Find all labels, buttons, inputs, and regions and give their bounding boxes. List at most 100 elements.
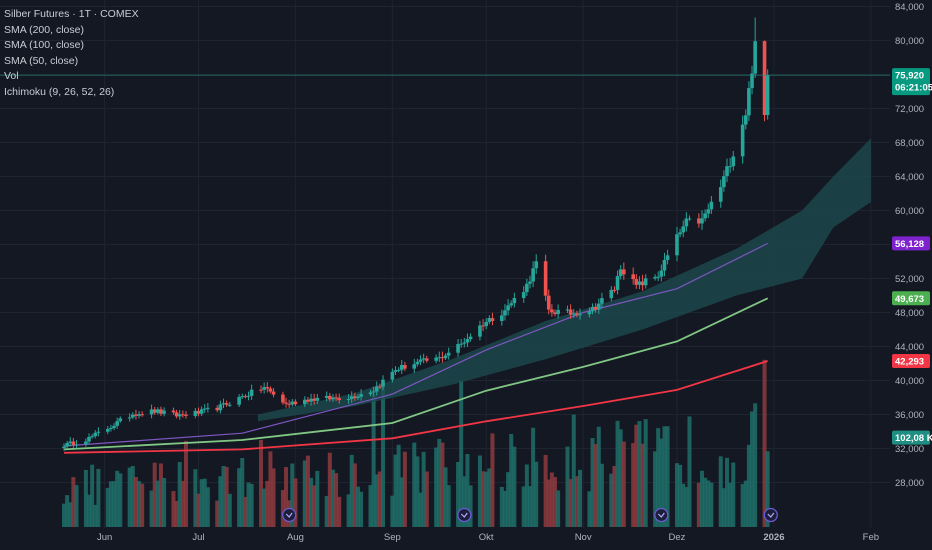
- volume-bar: [380, 383, 385, 527]
- volume-bar: [556, 490, 561, 527]
- volume-bar: [703, 477, 708, 527]
- sma200-tag: 42,293: [895, 357, 924, 368]
- event-marker-icon: [282, 507, 297, 523]
- volume-bar: [302, 460, 307, 527]
- x-tick-label: Nov: [575, 532, 592, 543]
- candle-body: [553, 312, 557, 315]
- volume-bar: [396, 444, 401, 527]
- volume-bar: [527, 486, 532, 527]
- volume-bar: [199, 479, 204, 527]
- candle-body: [393, 370, 398, 372]
- candle-body: [96, 431, 101, 433]
- candle-body: [509, 303, 514, 306]
- candle-body: [640, 281, 645, 286]
- candle-body: [324, 395, 329, 398]
- candle-body: [149, 409, 154, 415]
- candle-body: [174, 412, 179, 417]
- volume-bar: [90, 464, 95, 527]
- candle-body: [271, 391, 276, 395]
- volume-bar: [399, 477, 404, 527]
- volume-bar: [412, 442, 417, 527]
- volume-bar: [237, 468, 242, 527]
- candle-body: [565, 309, 570, 311]
- candle-body: [331, 397, 335, 400]
- volume-bar: [65, 495, 70, 527]
- candle-body: [353, 396, 357, 399]
- candle-body: [709, 201, 714, 210]
- sma100-line: [63, 297, 769, 451]
- y-tick-label: 48,000: [895, 308, 924, 319]
- volume-bar: [696, 482, 701, 527]
- candle-body: [415, 361, 420, 365]
- volume-bar: [684, 487, 689, 527]
- volume-bar: [456, 462, 461, 527]
- candle-body: [290, 401, 295, 405]
- candle-body: [484, 321, 489, 327]
- candle-body: [437, 357, 442, 359]
- candle-body: [337, 398, 342, 400]
- volume-bar: [118, 473, 123, 527]
- volume-bar: [349, 454, 354, 527]
- volume-bar: [215, 500, 220, 527]
- sma100-tag: 49,673: [895, 294, 924, 305]
- volume-bar: [587, 491, 592, 527]
- candle-body: [687, 218, 692, 220]
- volume-bar: [280, 490, 285, 527]
- candle-body: [227, 404, 232, 406]
- volume-bar: [246, 482, 251, 527]
- candle-body: [459, 343, 463, 345]
- volume-bar: [309, 477, 314, 527]
- x-tick-label: Aug: [287, 532, 304, 543]
- candle-body: [421, 358, 426, 360]
- candle-body: [550, 309, 554, 313]
- volume-bar: [290, 463, 295, 527]
- candle-body: [765, 75, 770, 115]
- candle-body: [71, 441, 76, 446]
- volume-bar: [615, 420, 620, 527]
- candle-body: [390, 371, 395, 380]
- volume-bar: [68, 502, 73, 527]
- last-price-tag-bg: [892, 68, 930, 96]
- volume-bar: [177, 462, 182, 527]
- candle-body: [346, 398, 351, 400]
- volume-bar: [312, 485, 317, 527]
- candle-body: [434, 357, 438, 361]
- candle-body: [181, 414, 185, 416]
- volume-bar: [740, 483, 745, 527]
- candle-body: [600, 298, 604, 304]
- candle-body: [109, 428, 113, 430]
- sma50-tag-bg: [892, 236, 930, 251]
- volume-bar: [87, 494, 92, 527]
- event-glyph-icon: [767, 512, 775, 518]
- volume-bar: [418, 492, 423, 527]
- volume-bar: [202, 478, 207, 527]
- candle-body: [131, 414, 135, 418]
- y-tick-label: 80,000: [895, 36, 924, 47]
- candle-body: [487, 318, 492, 322]
- candle-body: [328, 395, 332, 400]
- volume-bar: [631, 443, 636, 527]
- candle-body: [525, 283, 529, 293]
- volume-bar: [725, 457, 730, 527]
- candle-body: [105, 428, 110, 432]
- candle-body: [659, 270, 664, 277]
- volume-bar: [218, 476, 223, 527]
- volume-bar: [152, 462, 157, 527]
- volume-bar: [390, 495, 395, 527]
- candle-body: [221, 403, 226, 405]
- candle-body: [259, 389, 263, 391]
- candle-body: [68, 441, 73, 444]
- candle-body: [528, 281, 532, 284]
- countdown-label: 06:21:05: [895, 83, 932, 94]
- volume-bar: [728, 482, 733, 527]
- volume-bar: [62, 503, 66, 527]
- candle-body: [740, 124, 745, 157]
- volume-bar: [662, 426, 667, 527]
- volume-bar: [721, 488, 726, 527]
- candle-body: [503, 310, 507, 316]
- x-tick-label: Jul: [192, 532, 204, 543]
- volume-bar: [83, 469, 88, 527]
- volume-bar: [512, 446, 517, 527]
- candle-body: [281, 394, 285, 403]
